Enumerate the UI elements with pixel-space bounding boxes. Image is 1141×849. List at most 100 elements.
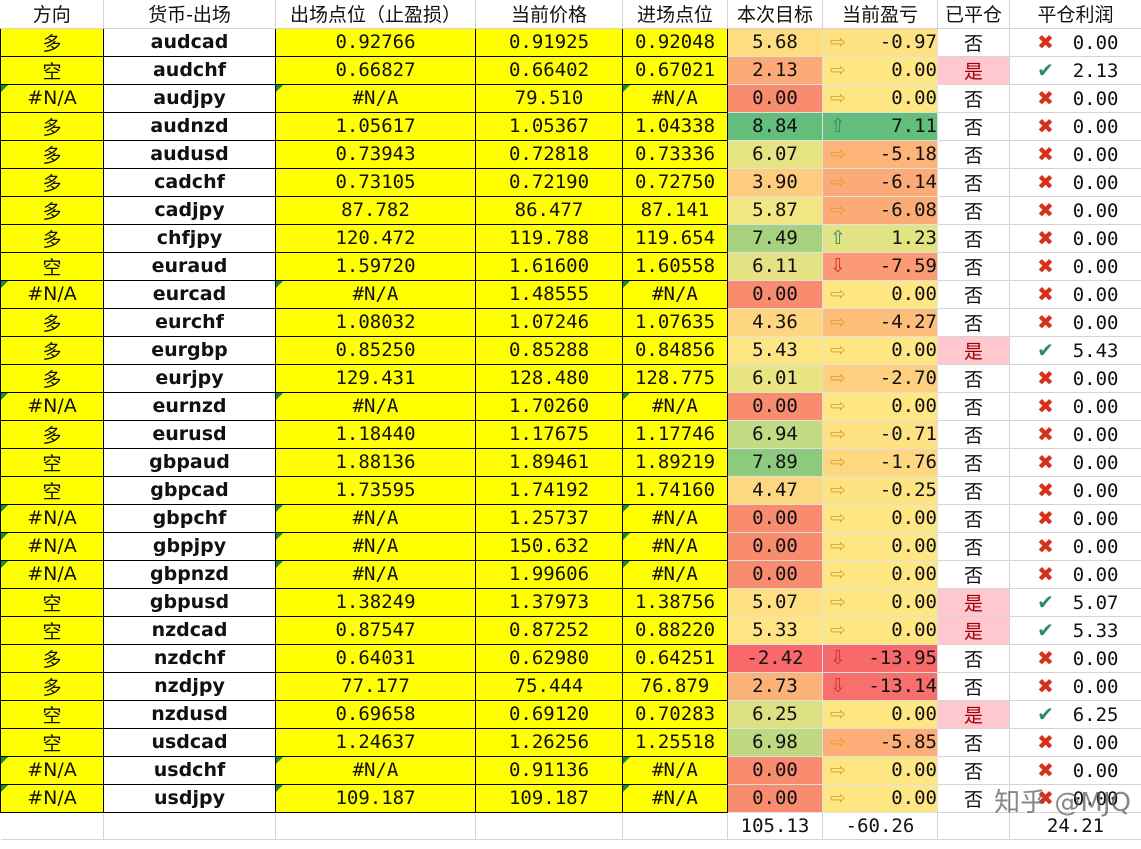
current-pl-cell[interactable]: ⇨ -6.08 [822,196,938,225]
total-empty-cell[interactable] [275,812,476,840]
exit-point-cell[interactable]: 129.431 [275,363,476,393]
current-pl-cell[interactable]: ⇨ -2.70 [822,364,938,393]
closed-cell[interactable]: 否 [937,532,1010,561]
target-cell[interactable]: 5.07 [727,588,823,617]
closed-cell[interactable]: 否 [937,476,1010,505]
target-cell[interactable]: 5.87 [727,196,823,225]
symbol-cell[interactable]: nzdcad [103,615,276,645]
exit-point-cell[interactable]: 0.73943 [275,139,476,169]
entry-point-cell[interactable]: #N/A [622,783,728,813]
total-empty-cell[interactable] [103,812,276,840]
exit-point-cell[interactable]: 0.64031 [275,643,476,673]
direction-cell[interactable]: 多 [0,111,104,141]
close-profit-cell[interactable]: ✖ 0.00 [1009,756,1141,785]
direction-cell[interactable]: 空 [0,615,104,645]
symbol-cell[interactable]: eurcad [103,279,276,309]
target-cell[interactable]: 6.07 [727,140,823,169]
target-cell[interactable]: 6.94 [727,420,823,449]
current-price-cell[interactable]: 86.477 [475,195,623,225]
exit-point-cell[interactable]: 1.18440 [275,419,476,449]
current-price-cell[interactable]: 75.444 [475,671,623,701]
close-profit-cell[interactable]: ✔ 2.13 [1009,56,1141,85]
closed-cell[interactable]: 否 [937,420,1010,449]
exit-point-cell[interactable]: 1.59720 [275,251,476,281]
entry-point-cell[interactable]: 87.141 [622,195,728,225]
closed-cell[interactable]: 否 [937,196,1010,225]
current-pl-cell[interactable]: ⇨ -4.27 [822,308,938,337]
current-pl-cell[interactable]: ⇨ 0.00 [822,700,938,729]
close-profit-cell[interactable]: ✖ 0.00 [1009,84,1141,113]
exit-point-cell[interactable]: 1.24637 [275,727,476,757]
target-cell[interactable]: 3.90 [727,168,823,197]
target-cell[interactable]: 2.73 [727,672,823,701]
current-price-cell[interactable]: 1.26256 [475,727,623,757]
entry-point-cell[interactable]: 1.04338 [622,111,728,141]
entry-point-cell[interactable]: 76.879 [622,671,728,701]
target-cell[interactable]: 0.00 [727,532,823,561]
symbol-cell[interactable]: eurchf [103,307,276,337]
exit-point-cell[interactable]: #N/A [275,531,476,561]
close-profit-cell[interactable]: ✖ 0.00 [1009,728,1141,757]
target-cell[interactable]: 7.49 [727,224,823,253]
direction-cell[interactable]: 空 [0,251,104,281]
close-profit-cell[interactable]: ✖ 0.00 [1009,252,1141,281]
entry-point-cell[interactable]: #N/A [622,83,728,113]
close-profit-cell[interactable]: ✖ 0.00 [1009,392,1141,421]
direction-cell[interactable]: 多 [0,223,104,253]
direction-cell[interactable]: 多 [0,139,104,169]
header-entry-point[interactable]: 进场点位 [622,0,728,29]
exit-point-cell[interactable]: 77.177 [275,671,476,701]
closed-cell[interactable]: 是 [937,616,1010,645]
current-pl-cell[interactable]: ⇨ 0.00 [822,56,938,85]
current-pl-cell[interactable]: ⇨ 0.00 [822,532,938,561]
target-cell[interactable]: 0.00 [727,84,823,113]
symbol-cell[interactable]: audjpy [103,83,276,113]
total-empty-cell[interactable] [622,812,728,840]
direction-cell[interactable]: 多 [0,335,104,365]
closed-cell[interactable]: 否 [937,728,1010,757]
close-profit-cell[interactable]: ✖ 0.00 [1009,672,1141,701]
current-pl-cell[interactable]: ⇩ -7.59 [822,252,938,281]
direction-cell[interactable]: 空 [0,727,104,757]
current-price-cell[interactable]: 0.69120 [475,699,623,729]
symbol-cell[interactable]: audcad [103,27,276,57]
current-price-cell[interactable]: 150.632 [475,531,623,561]
exit-point-cell[interactable]: 0.73105 [275,167,476,197]
closed-cell[interactable]: 是 [937,700,1010,729]
current-pl-cell[interactable]: ⇨ -5.85 [822,728,938,757]
header-closed[interactable]: 已平仓 [937,0,1010,29]
symbol-cell[interactable]: gbpnzd [103,559,276,589]
current-price-cell[interactable]: 0.91925 [475,27,623,57]
close-profit-cell[interactable]: ✖ 0.00 [1009,280,1141,309]
exit-point-cell[interactable]: 0.66827 [275,55,476,85]
close-profit-cell[interactable]: ✖ 0.00 [1009,784,1141,813]
target-cell[interactable]: 0.00 [727,784,823,813]
closed-cell[interactable]: 否 [937,364,1010,393]
current-pl-cell[interactable]: ⇨ 0.00 [822,504,938,533]
current-pl-cell[interactable]: ⇨ 0.00 [822,616,938,645]
current-pl-cell[interactable]: ⇨ 0.00 [822,392,938,421]
header-exit-point[interactable]: 出场点位（止盈损） [275,0,476,29]
exit-point-cell[interactable]: 0.85250 [275,335,476,365]
exit-point-cell[interactable]: 0.87547 [275,615,476,645]
exit-point-cell[interactable]: 1.08032 [275,307,476,337]
target-cell[interactable]: 0.00 [727,560,823,589]
current-pl-cell[interactable]: ⇨ 0.00 [822,756,938,785]
close-profit-cell[interactable]: ✖ 0.00 [1009,644,1141,673]
current-price-cell[interactable]: 79.510 [475,83,623,113]
current-pl-cell[interactable]: ⇨ -5.18 [822,140,938,169]
current-pl-cell[interactable]: ⇨ -0.71 [822,420,938,449]
entry-point-cell[interactable]: #N/A [622,559,728,589]
closed-cell[interactable]: 否 [937,112,1010,141]
current-price-cell[interactable]: 0.66402 [475,55,623,85]
direction-cell[interactable]: #N/A [0,503,104,533]
exit-point-cell[interactable]: 0.92766 [275,27,476,57]
exit-point-cell[interactable]: #N/A [275,391,476,421]
direction-cell[interactable]: 多 [0,419,104,449]
total-target-cell[interactable]: 105.13 [727,812,823,840]
target-cell[interactable]: 0.00 [727,280,823,309]
target-cell[interactable]: 6.25 [727,700,823,729]
symbol-cell[interactable]: eurusd [103,419,276,449]
close-profit-cell[interactable]: ✖ 0.00 [1009,308,1141,337]
exit-point-cell[interactable]: #N/A [275,559,476,589]
